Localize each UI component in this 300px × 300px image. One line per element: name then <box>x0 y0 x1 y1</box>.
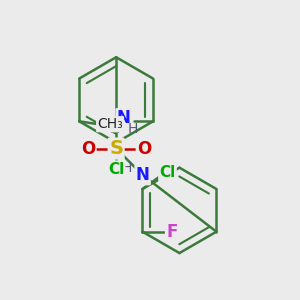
Text: S: S <box>109 139 123 158</box>
Text: H: H <box>127 122 138 136</box>
Text: N: N <box>117 109 130 127</box>
Text: F: F <box>166 223 178 241</box>
Text: CH₃: CH₃ <box>97 117 123 131</box>
Text: Cl: Cl <box>159 165 176 180</box>
Text: H: H <box>110 122 120 136</box>
Text: O: O <box>81 140 95 158</box>
Text: N: N <box>136 166 150 184</box>
Text: O: O <box>137 140 151 158</box>
Text: H: H <box>121 161 132 175</box>
Text: Cl: Cl <box>108 162 124 177</box>
